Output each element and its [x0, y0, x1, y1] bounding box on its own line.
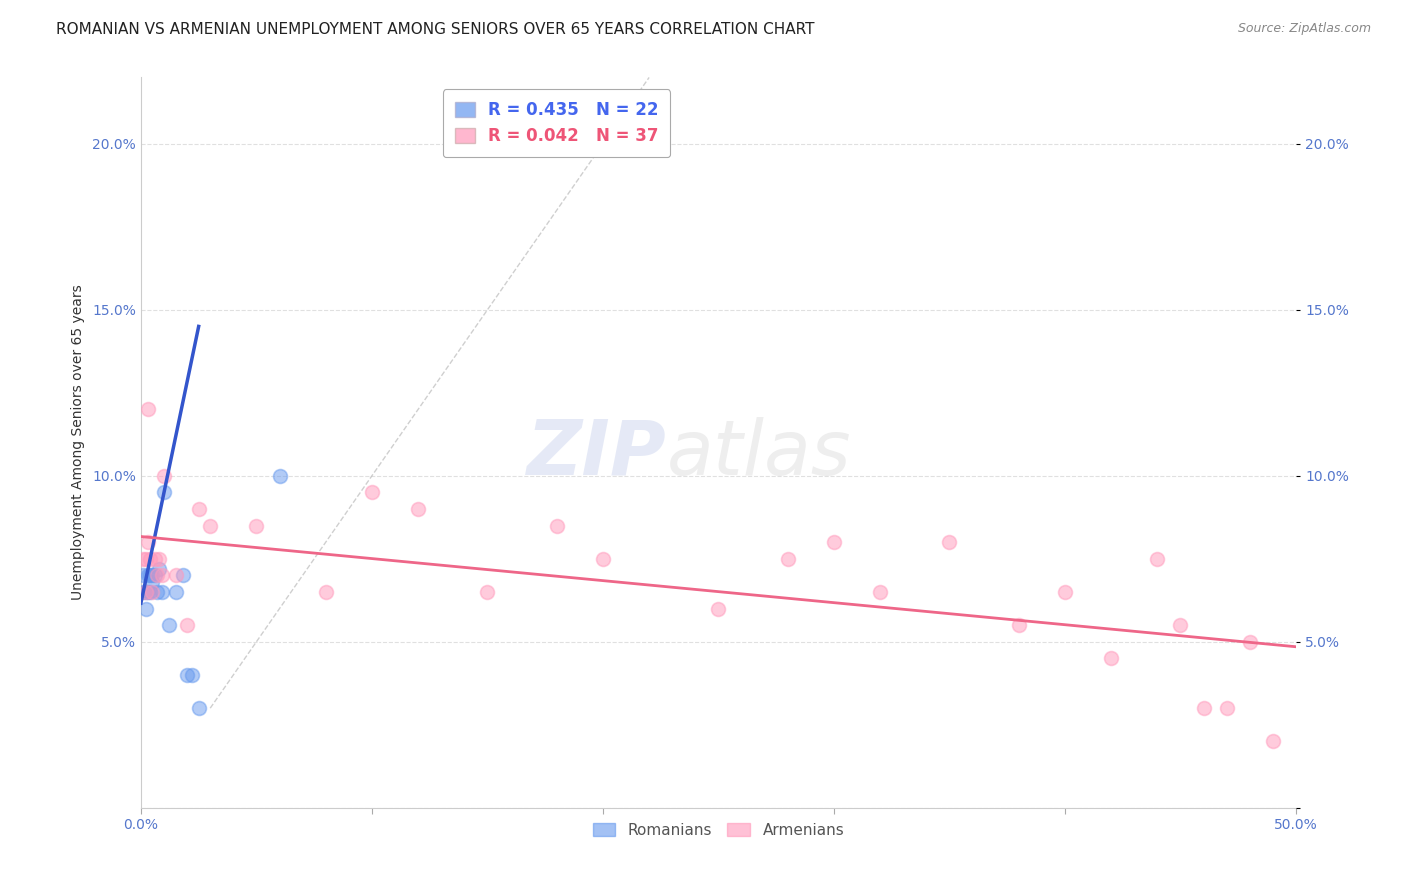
Point	[153, 468, 176, 483]
Point	[136, 585, 159, 599]
Point	[269, 468, 291, 483]
Point	[776, 551, 799, 566]
Point	[132, 568, 155, 582]
Point	[153, 485, 176, 500]
Text: ZIP: ZIP	[527, 417, 666, 491]
Point	[823, 535, 845, 549]
Point	[146, 585, 169, 599]
Point	[165, 568, 187, 582]
Point	[1261, 734, 1284, 748]
Point	[148, 562, 170, 576]
Point	[148, 551, 170, 566]
Point	[139, 551, 162, 566]
Point	[245, 518, 267, 533]
Point	[176, 618, 198, 632]
Point	[1146, 551, 1168, 566]
Point	[150, 585, 173, 599]
Point	[132, 585, 155, 599]
Point	[143, 568, 166, 582]
Point	[135, 601, 157, 615]
Point	[869, 585, 891, 599]
Point	[1008, 618, 1031, 632]
Point	[136, 402, 159, 417]
Point	[141, 585, 163, 599]
Point	[200, 518, 222, 533]
Point	[187, 701, 209, 715]
Point	[172, 568, 194, 582]
Point	[150, 568, 173, 582]
Point	[1099, 651, 1122, 665]
Point	[132, 551, 155, 566]
Text: atlas: atlas	[666, 417, 851, 491]
Point	[1215, 701, 1237, 715]
Point	[176, 668, 198, 682]
Point	[139, 585, 162, 599]
Point	[136, 568, 159, 582]
Point	[938, 535, 960, 549]
Point	[406, 502, 429, 516]
Point	[592, 551, 614, 566]
Point	[143, 551, 166, 566]
Point	[361, 485, 384, 500]
Point	[1192, 701, 1215, 715]
Point	[135, 551, 157, 566]
Point	[146, 568, 169, 582]
Point	[1053, 585, 1076, 599]
Point	[135, 585, 157, 599]
Point	[187, 502, 209, 516]
Point	[1239, 634, 1261, 648]
Legend: Romanians, Armenians: Romanians, Armenians	[586, 817, 851, 844]
Point	[157, 618, 180, 632]
Point	[141, 568, 163, 582]
Point	[136, 535, 159, 549]
Y-axis label: Unemployment Among Seniors over 65 years: Unemployment Among Seniors over 65 years	[72, 285, 86, 600]
Point	[477, 585, 499, 599]
Point	[139, 568, 162, 582]
Point	[546, 518, 568, 533]
Point	[165, 585, 187, 599]
Text: Source: ZipAtlas.com: Source: ZipAtlas.com	[1237, 22, 1371, 36]
Point	[141, 574, 163, 589]
Point	[180, 668, 202, 682]
Text: ROMANIAN VS ARMENIAN UNEMPLOYMENT AMONG SENIORS OVER 65 YEARS CORRELATION CHART: ROMANIAN VS ARMENIAN UNEMPLOYMENT AMONG …	[56, 22, 814, 37]
Point	[1170, 618, 1192, 632]
Point	[315, 585, 337, 599]
Point	[707, 601, 730, 615]
Point	[135, 585, 157, 599]
